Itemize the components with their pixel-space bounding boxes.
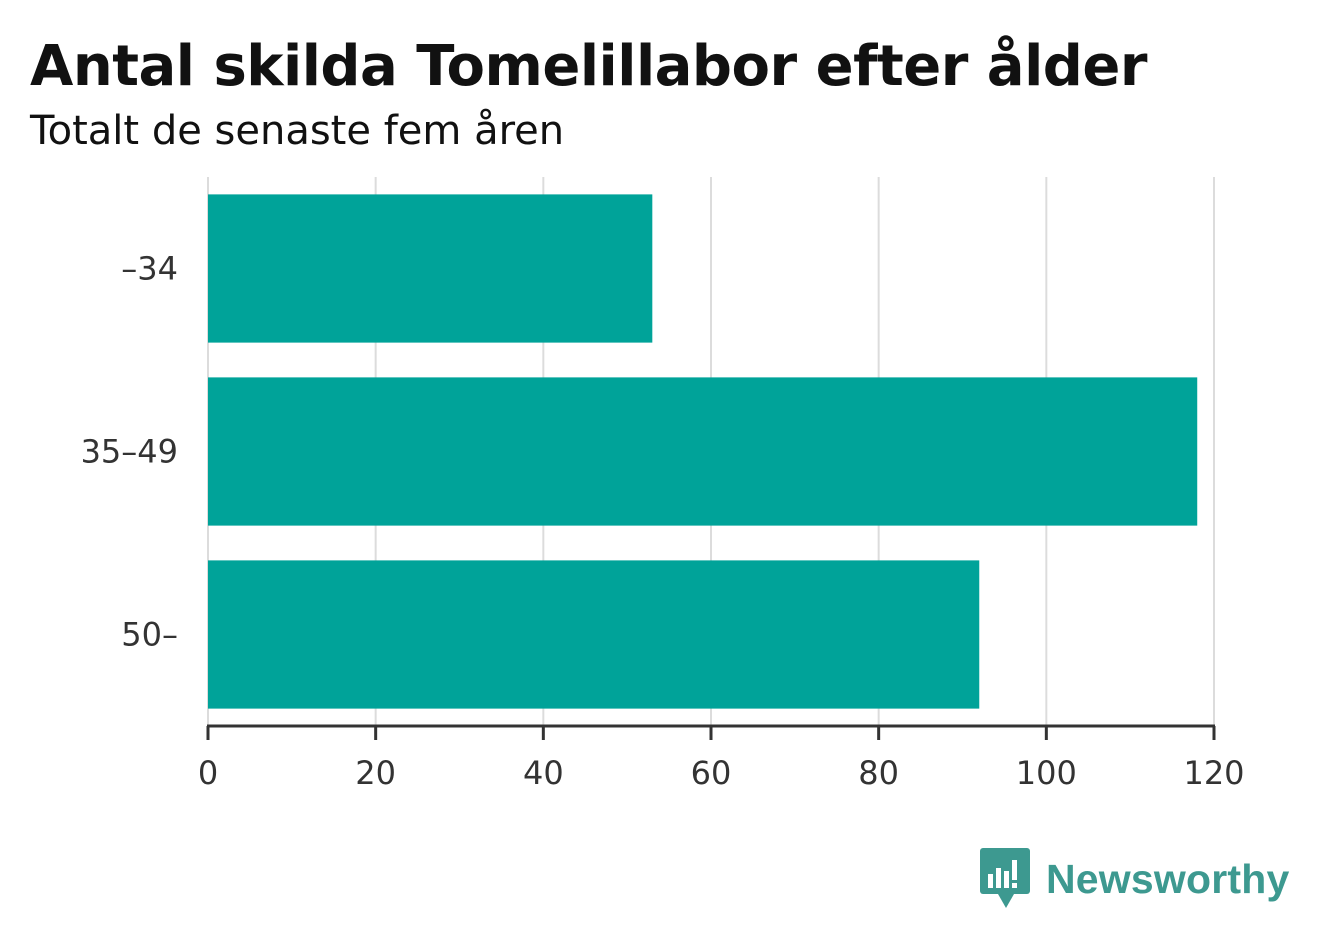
category-label: –34: [121, 250, 178, 288]
brand-logo: Newsworthy: [980, 848, 1290, 910]
chart-subtitle: Totalt de senaste fem åren: [30, 108, 565, 154]
category-label: 35–49: [81, 433, 178, 471]
newsworthy-logo-icon: [980, 848, 1030, 908]
x-tick-label: 120: [1183, 754, 1244, 792]
bar: [208, 560, 980, 709]
x-tick-label: 20: [355, 754, 396, 792]
chart-title: Antal skilda Tomelillabor efter ålder: [30, 34, 1147, 99]
x-tick-label: 100: [1016, 754, 1077, 792]
x-tick-label: 80: [858, 754, 899, 792]
x-tick-label: 60: [691, 754, 732, 792]
bar: [208, 194, 653, 343]
x-tick-label: 40: [523, 754, 564, 792]
x-tick-label: 0: [198, 754, 218, 792]
bar: [208, 377, 1198, 526]
category-label: 50–: [121, 616, 178, 654]
brand-name: Newsworthy: [1046, 855, 1290, 902]
